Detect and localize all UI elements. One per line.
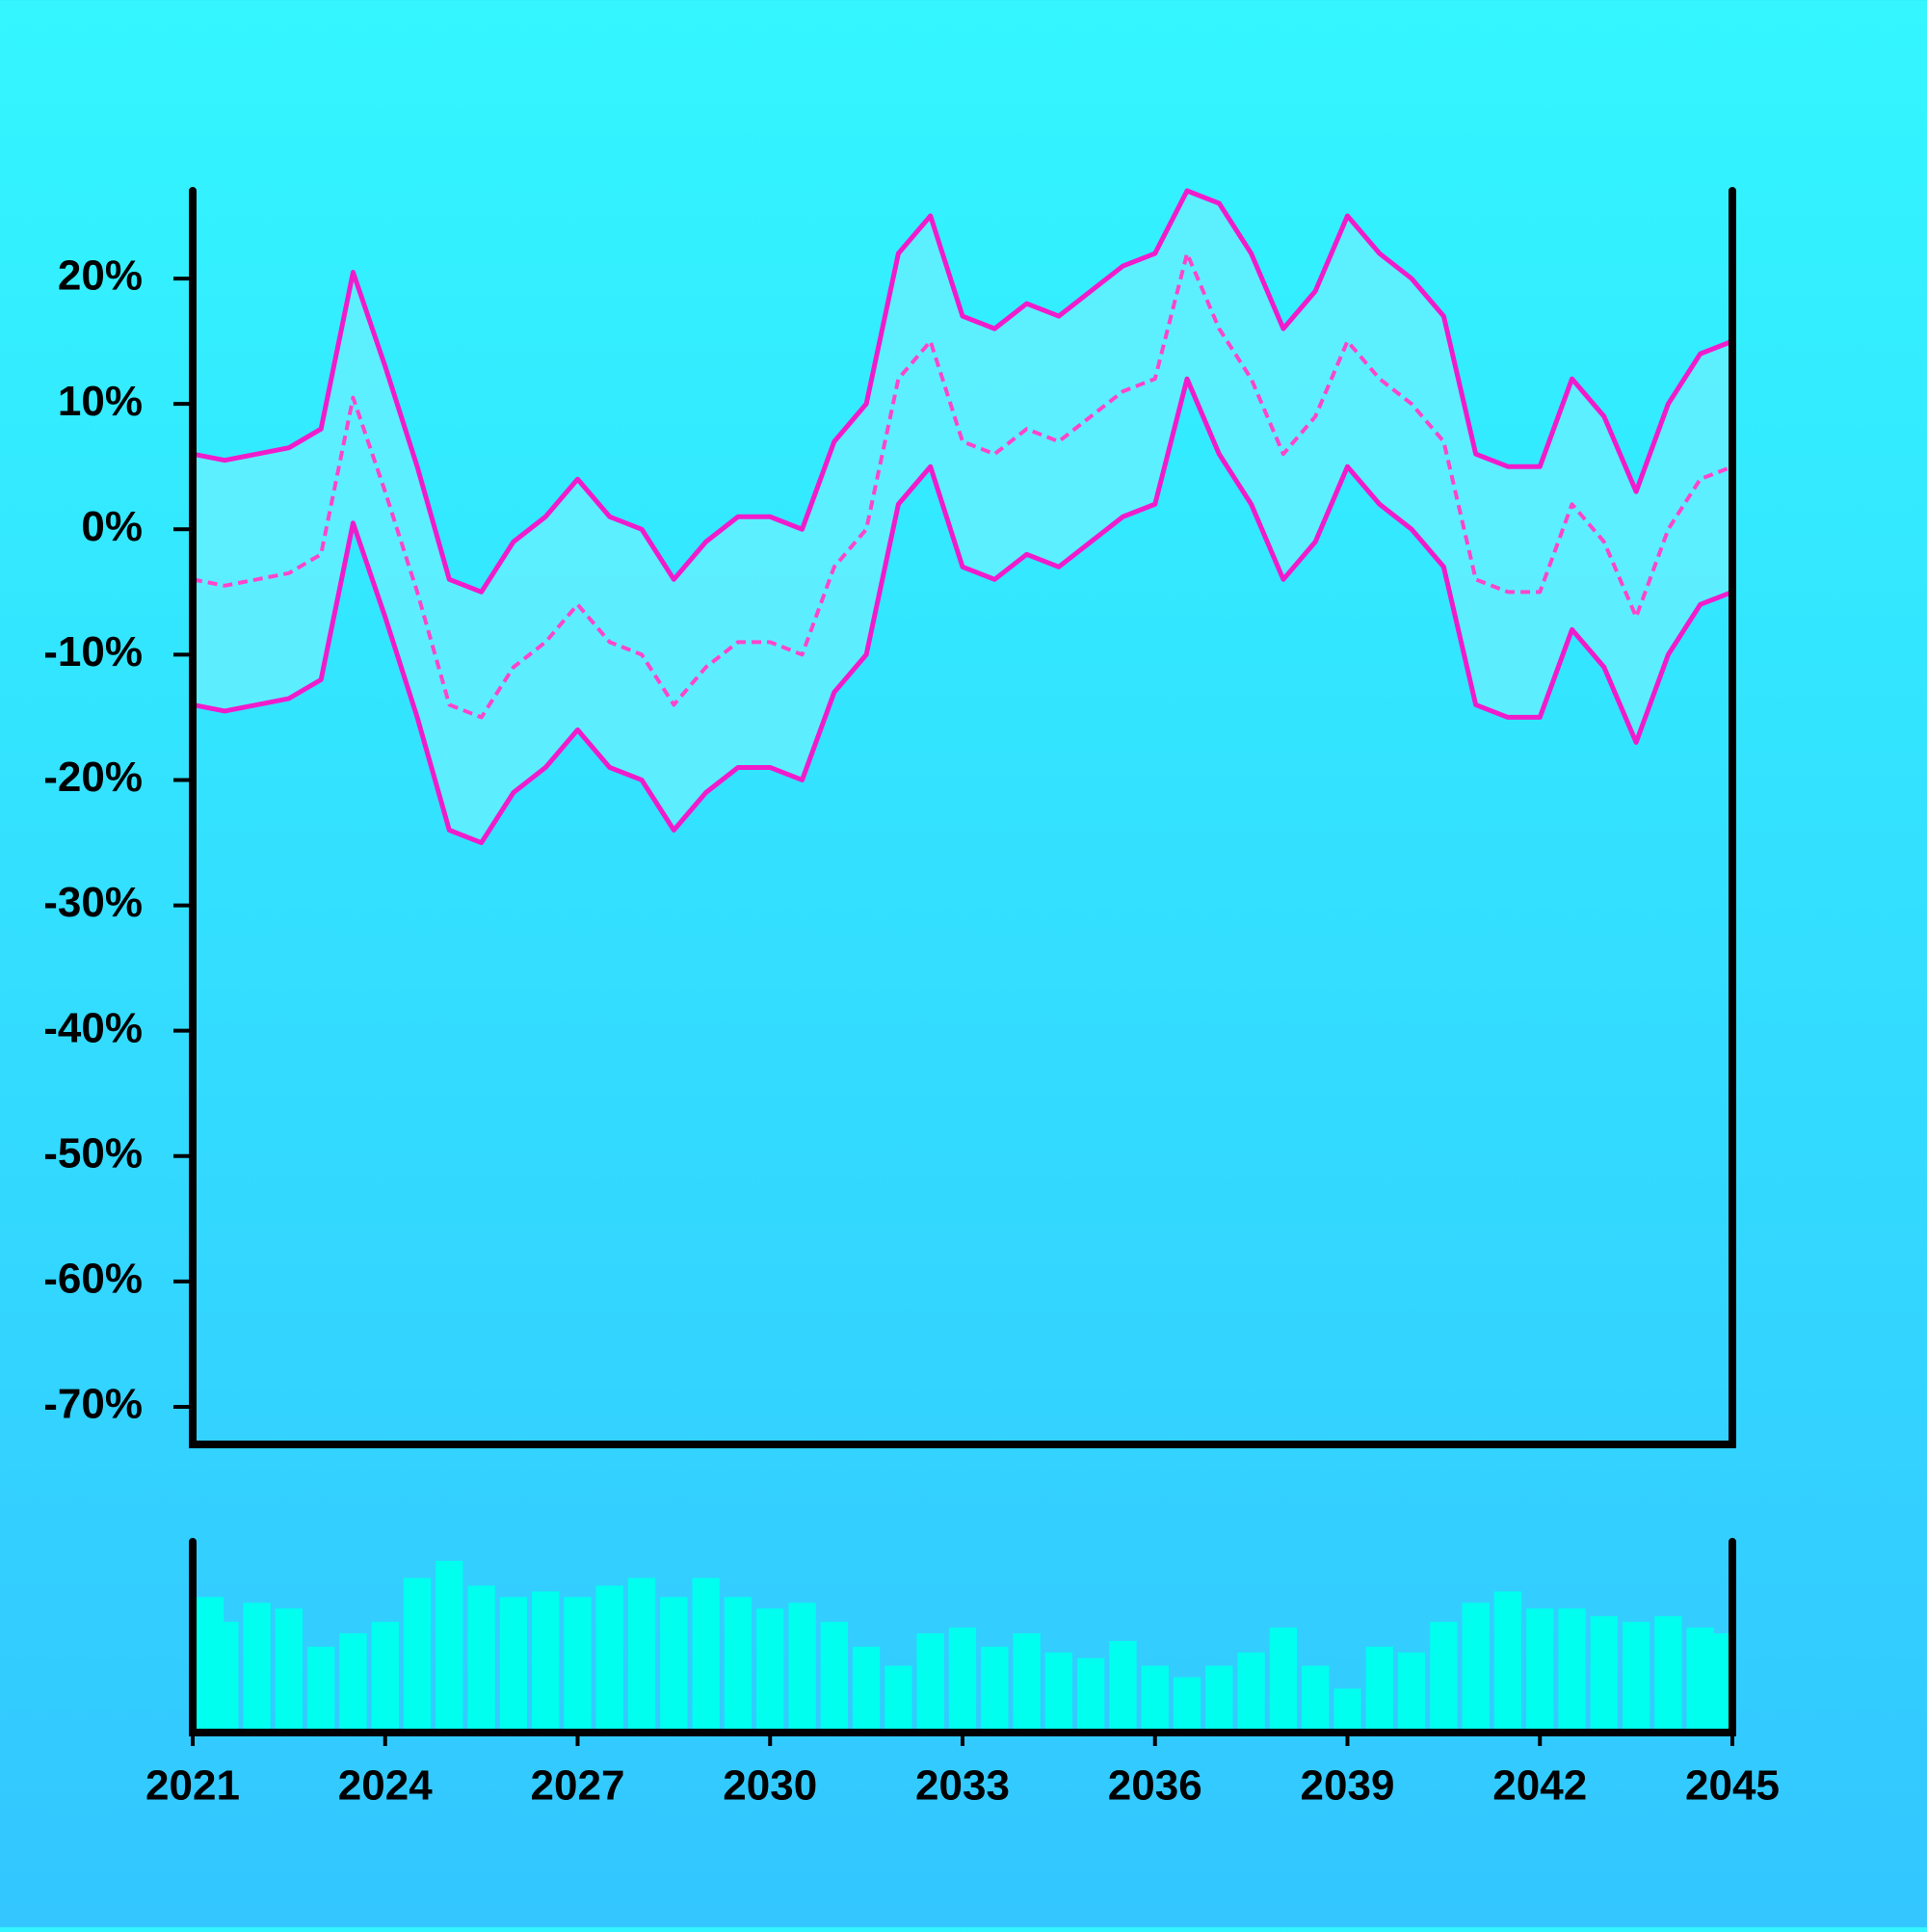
volume-bar [339, 1633, 367, 1733]
x-tick-label: 2042 [1492, 1762, 1587, 1810]
volume-bar [371, 1622, 399, 1733]
volume-bar [1013, 1633, 1041, 1733]
volume-bar [1205, 1665, 1233, 1733]
volume-bar [1701, 1633, 1729, 1733]
volume-bar [436, 1560, 463, 1733]
volume-bar [692, 1577, 720, 1733]
band [193, 191, 1732, 843]
y-tick-label: -20% [43, 754, 143, 801]
y-tick-label: -10% [43, 628, 143, 675]
volume-bar [403, 1577, 432, 1733]
y-tick-label: -40% [43, 1004, 143, 1051]
volume-bar [627, 1577, 656, 1733]
volume-bar [1077, 1657, 1105, 1733]
volume-bar [981, 1646, 1009, 1733]
volume-bar [1333, 1688, 1361, 1733]
volume-bar [852, 1646, 881, 1733]
volume-bar [595, 1585, 623, 1733]
series-line [192, 188, 1733, 595]
series-line [192, 251, 1733, 720]
axis-frame [189, 187, 1736, 1448]
volume-bar [499, 1597, 528, 1733]
volume-bar [884, 1665, 912, 1733]
volume-bar [1365, 1646, 1393, 1733]
y-tick-label: -60% [43, 1255, 143, 1302]
y-tick-label: -50% [43, 1129, 143, 1177]
volume-bar [467, 1585, 495, 1733]
volume-bar [243, 1602, 271, 1733]
volume-bar [820, 1622, 848, 1733]
volume-bar [532, 1591, 560, 1733]
x-tick-label: 2021 [145, 1762, 240, 1810]
x-tick-label: 2030 [723, 1762, 817, 1810]
volume-bar [564, 1597, 592, 1733]
x-tick-label: 2045 [1685, 1762, 1780, 1810]
y-tick-label: 0% [81, 503, 143, 550]
volume-bar [724, 1597, 752, 1733]
volume-bar [916, 1633, 944, 1733]
y-tick-label: 20% [58, 252, 143, 300]
volume-bar [788, 1602, 816, 1733]
volume-bar [660, 1597, 688, 1733]
volume-bar [1462, 1602, 1490, 1733]
x-tick-label: 2027 [531, 1762, 625, 1810]
x-tick-label: 2036 [1108, 1762, 1202, 1810]
x-tick-label: 2039 [1301, 1762, 1395, 1810]
series-line [192, 376, 1733, 846]
volume-bar [1622, 1622, 1650, 1733]
volume-bar [1173, 1677, 1201, 1733]
volume-bar [307, 1646, 335, 1733]
volume-bar [1269, 1628, 1298, 1733]
volume-bar [1397, 1652, 1426, 1733]
volume-bar [1302, 1665, 1330, 1733]
y-tick-label: 10% [58, 378, 143, 425]
volume-bar [1654, 1616, 1682, 1733]
volume-bar [1141, 1665, 1169, 1733]
volume-bar [1558, 1608, 1586, 1733]
volume-bar [275, 1608, 304, 1733]
volume-bar [211, 1622, 239, 1733]
volume-bar [756, 1608, 784, 1733]
volume-bar [1493, 1591, 1522, 1733]
volume-bar [1430, 1622, 1458, 1733]
x-tick-label: 2033 [915, 1762, 1010, 1810]
volume-bar [1237, 1652, 1265, 1733]
volume-bar [1044, 1652, 1073, 1733]
volume-bar [948, 1628, 977, 1733]
y-tick-label: -30% [43, 879, 143, 926]
x-tick-label: 2024 [338, 1762, 433, 1810]
volume-bar [1109, 1640, 1137, 1733]
y-tick-label: -70% [43, 1381, 143, 1428]
volume-bar [1590, 1616, 1618, 1733]
volume-bar [1526, 1608, 1554, 1733]
